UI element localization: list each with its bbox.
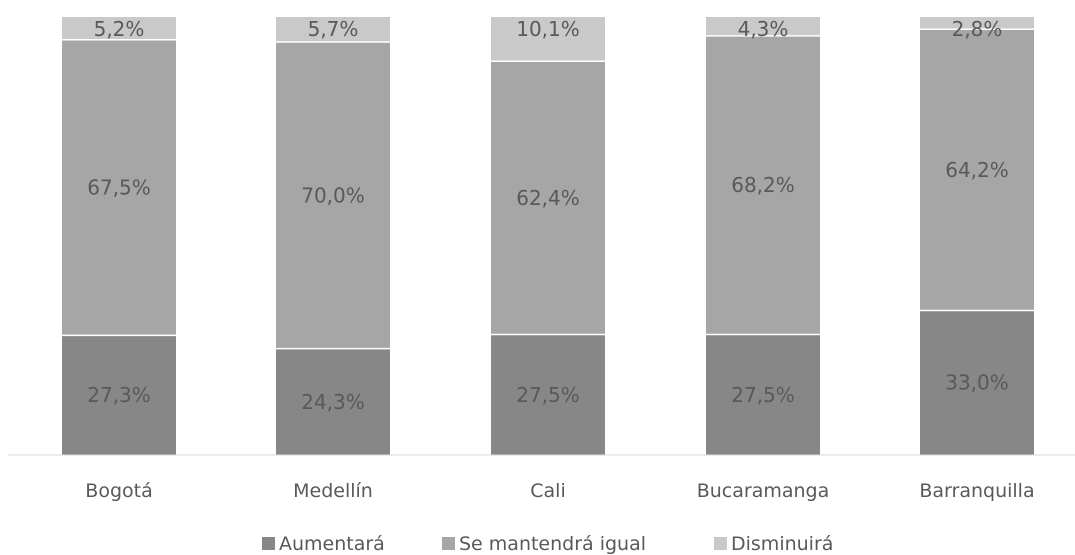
legend-swatch-aumentara bbox=[262, 537, 275, 550]
bar-bogota-aumentara bbox=[62, 335, 176, 455]
data-label-bogota-aumentara: 27,3% bbox=[87, 383, 151, 407]
bar-barranquilla-se-mantendra-igual bbox=[920, 29, 1034, 311]
legend-swatch-disminuira bbox=[714, 537, 727, 550]
legend: Aumentará Se mantendrá igual Disminuirá bbox=[262, 533, 833, 555]
bar-medellin-aumentara bbox=[276, 348, 390, 455]
category-label-bogota: Bogotá bbox=[85, 480, 152, 502]
bar-bucaramanga-disminuira bbox=[706, 17, 820, 36]
legend-label-se-mantendra-igual: Se mantendrá igual bbox=[459, 533, 646, 555]
bar-bogota-disminuira bbox=[62, 17, 176, 40]
data-label-bucaramanga-disminuira: 4,3% bbox=[738, 17, 789, 41]
legend-swatch-se-mantendra-igual bbox=[442, 537, 455, 550]
data-label-bogota-disminuira: 5,2% bbox=[94, 17, 145, 41]
bar-cali-se-mantendra-igual bbox=[491, 61, 605, 335]
data-label-bogota-se-mantendra-igual: 67,5% bbox=[87, 176, 151, 200]
data-label-medellin-se-mantendra-igual: 70,0% bbox=[301, 183, 365, 207]
data-label-cali-aumentara: 27,5% bbox=[516, 383, 580, 407]
legend-label-aumentara: Aumentará bbox=[279, 533, 385, 555]
data-label-medellin-disminuira: 5,7% bbox=[308, 17, 359, 41]
bar-medellin-disminuira bbox=[276, 17, 390, 42]
data-label-medellin-aumentara: 24,3% bbox=[301, 390, 365, 414]
data-label-bucaramanga-aumentara: 27,5% bbox=[731, 383, 795, 407]
bar-barranquilla-aumentara bbox=[920, 310, 1034, 455]
category-label-barranquilla: Barranquilla bbox=[919, 480, 1034, 502]
data-label-barranquilla-aumentara: 33,0% bbox=[945, 371, 1009, 395]
bar-cali-disminuira bbox=[491, 17, 605, 62]
bar-bucaramanga-se-mantendra-igual bbox=[706, 35, 820, 335]
category-label-cali: Cali bbox=[530, 480, 565, 502]
data-label-barranquilla-disminuira: 2,8% bbox=[952, 17, 1003, 41]
category-labels: Bogotá Medellín Cali Bucaramanga Barranquill… bbox=[85, 480, 1034, 502]
data-label-barranquilla-se-mantendra-igual: 64,2% bbox=[945, 158, 1009, 182]
bar-bogota-se-mantendra-igual bbox=[62, 39, 176, 336]
legend-label-disminuira: Disminuirá bbox=[731, 533, 833, 555]
bar-bucaramanga-aumentara bbox=[706, 334, 820, 455]
bars-layer: 27,3% 67,5% 5,2% 24,3% 70,0% 5,7% 27,5% 62,4% 10… bbox=[62, 17, 1034, 455]
bar-barranquilla-disminuira bbox=[920, 17, 1034, 30]
data-label-cali-se-mantendra-igual: 62,4% bbox=[516, 186, 580, 210]
bar-cali-aumentara bbox=[491, 334, 605, 455]
category-label-medellin: Medellín bbox=[293, 480, 373, 502]
data-label-cali-disminuira: 10,1% bbox=[516, 17, 580, 41]
category-label-bucaramanga: Bucaramanga bbox=[697, 480, 830, 502]
bar-medellin-se-mantendra-igual bbox=[276, 41, 390, 349]
data-label-bucaramanga-se-mantendra-igual: 68,2% bbox=[731, 173, 795, 197]
